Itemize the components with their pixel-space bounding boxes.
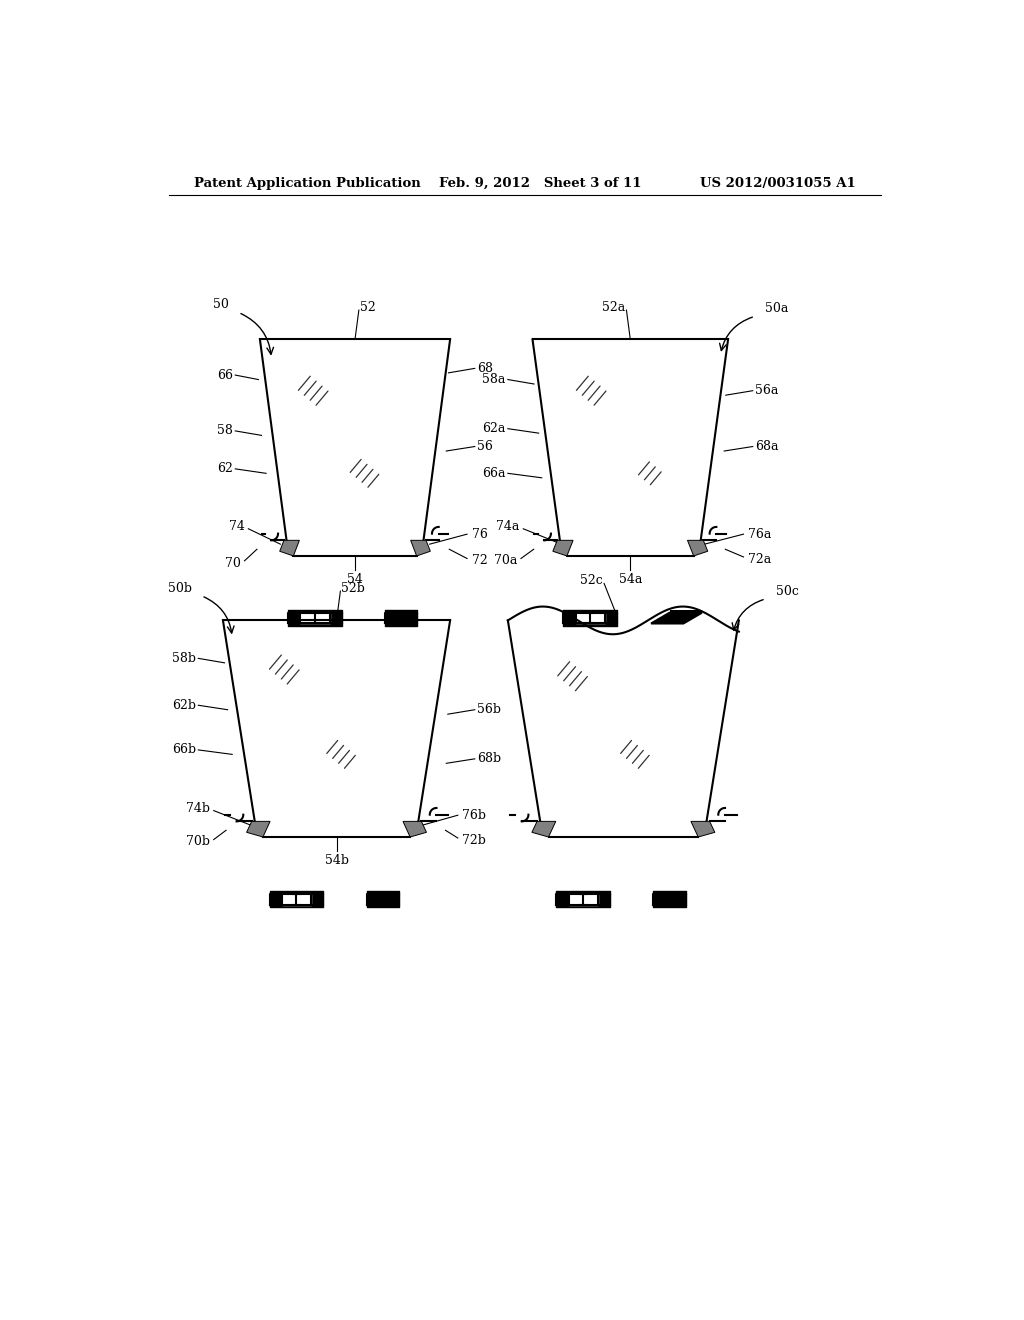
Polygon shape — [531, 821, 556, 837]
Text: 74: 74 — [228, 520, 245, 533]
Text: 58b: 58b — [172, 652, 196, 665]
Text: 76a: 76a — [749, 528, 771, 541]
Text: 54: 54 — [347, 573, 362, 586]
Text: 76: 76 — [472, 528, 487, 541]
Polygon shape — [280, 540, 299, 556]
Text: 52b: 52b — [341, 582, 365, 594]
Polygon shape — [651, 612, 701, 623]
Text: 56b: 56b — [477, 704, 501, 717]
Text: 74a: 74a — [496, 520, 519, 533]
Text: 74b: 74b — [186, 801, 210, 814]
Polygon shape — [247, 821, 270, 837]
Text: 54b: 54b — [325, 854, 348, 867]
Polygon shape — [411, 540, 430, 556]
Text: US 2012/0031055 A1: US 2012/0031055 A1 — [700, 177, 856, 190]
Text: 76b: 76b — [462, 809, 485, 822]
Text: 72: 72 — [472, 554, 487, 568]
Text: 52: 52 — [359, 301, 376, 314]
Polygon shape — [687, 540, 708, 556]
Text: 72b: 72b — [462, 834, 485, 847]
Text: 72a: 72a — [749, 553, 771, 566]
Text: 62b: 62b — [172, 698, 196, 711]
Text: 70b: 70b — [186, 836, 210, 849]
Polygon shape — [403, 821, 426, 837]
Text: 50: 50 — [213, 298, 229, 312]
Polygon shape — [670, 610, 701, 612]
Text: 68b: 68b — [477, 752, 501, 766]
Polygon shape — [553, 540, 573, 556]
Text: 62: 62 — [217, 462, 233, 475]
Text: 66: 66 — [217, 368, 233, 381]
Text: 50c: 50c — [776, 585, 799, 598]
Text: 58: 58 — [217, 425, 233, 437]
Text: 50b: 50b — [168, 582, 193, 594]
Text: 66b: 66b — [172, 743, 196, 756]
Text: 52a: 52a — [602, 301, 626, 314]
Text: 58a: 58a — [482, 374, 506, 385]
Text: 54a: 54a — [618, 573, 642, 586]
Text: 52c: 52c — [580, 574, 602, 587]
Text: 56: 56 — [477, 440, 493, 453]
Text: 62a: 62a — [482, 422, 506, 436]
Text: Feb. 9, 2012   Sheet 3 of 11: Feb. 9, 2012 Sheet 3 of 11 — [438, 177, 641, 190]
Text: Patent Application Publication: Patent Application Publication — [194, 177, 421, 190]
Text: 56a: 56a — [755, 384, 778, 397]
Text: 50a: 50a — [765, 302, 788, 315]
Polygon shape — [691, 821, 715, 837]
Text: 68: 68 — [477, 362, 494, 375]
Text: 70: 70 — [225, 557, 241, 570]
Text: 66a: 66a — [482, 467, 506, 480]
Text: 70a: 70a — [494, 554, 517, 568]
Text: 68a: 68a — [755, 440, 778, 453]
